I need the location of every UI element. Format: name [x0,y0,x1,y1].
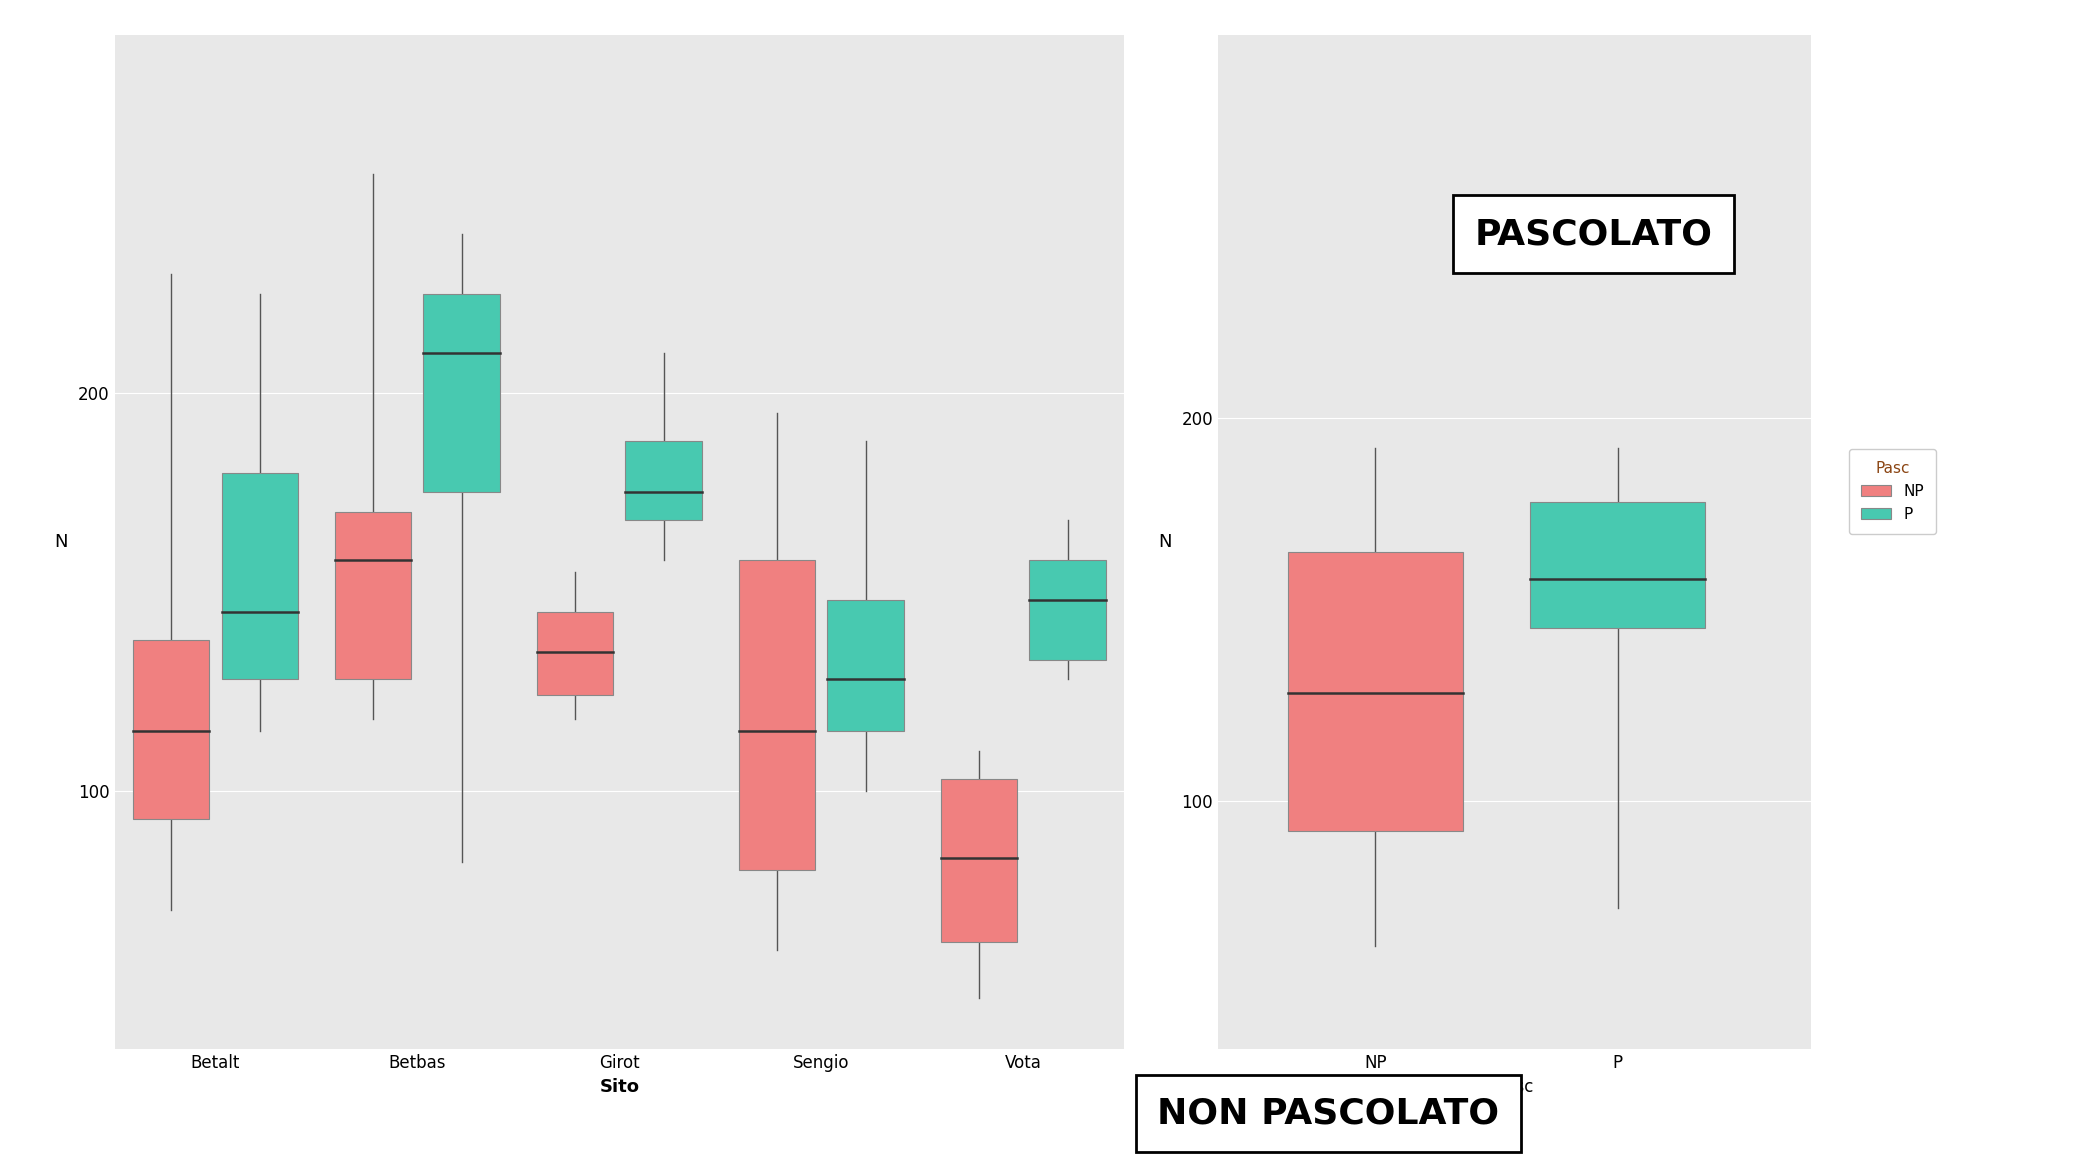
Y-axis label: N: N [1158,533,1172,552]
Bar [1029,560,1106,660]
Legend: NP, P: NP, P [1849,449,1936,534]
Bar [941,779,1018,942]
Bar [537,612,614,695]
Bar [625,441,702,520]
Text: PASCOLATO: PASCOLATO [1474,217,1711,251]
Bar [1289,552,1462,831]
Bar [827,599,904,731]
Bar [221,472,298,680]
Bar [739,560,816,870]
Y-axis label: N: N [54,533,69,552]
X-axis label: Sito: Sito [600,1077,639,1096]
Text: NON PASCOLATO: NON PASCOLATO [1158,1096,1499,1131]
Bar [423,294,500,492]
Bar [1530,503,1705,628]
Bar [335,512,412,680]
Bar [133,640,210,819]
X-axis label: Pasc: Pasc [1497,1077,1532,1096]
